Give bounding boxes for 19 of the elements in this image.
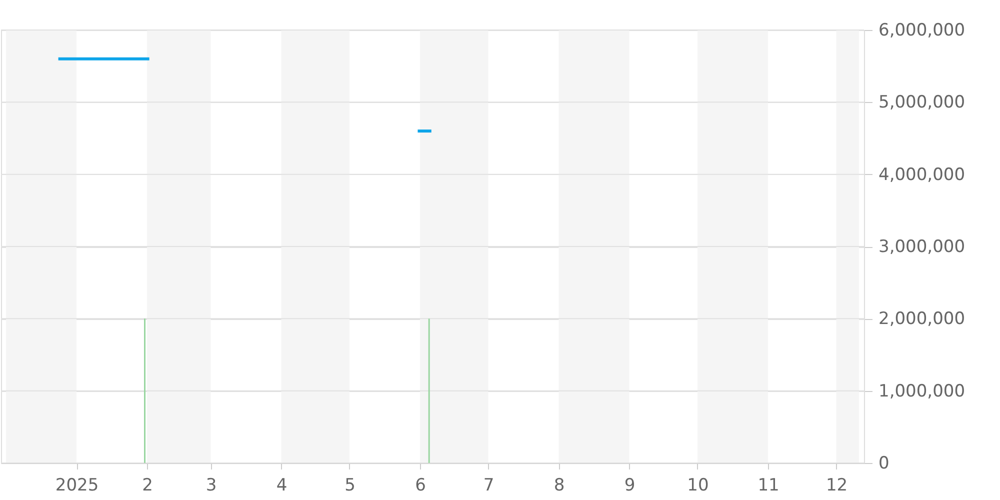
x-tick-label: 6 (415, 476, 426, 496)
x-tick-label: 3 (206, 476, 217, 496)
x-tick-label: 5 (344, 476, 356, 496)
x-tick-label: 2025 (55, 476, 99, 496)
y-tick-label: 1,000,000 (878, 381, 966, 402)
x-tick-label: 9 (624, 476, 636, 496)
x-tick-label: 7 (483, 476, 494, 496)
x-tick-label: 4 (276, 476, 288, 496)
y-tick-label: 5,000,000 (878, 92, 966, 113)
y-tick-label: 0 (878, 454, 890, 474)
x-tick-label: 10 (687, 476, 709, 496)
y-tick-label: 3,000,000 (878, 237, 966, 257)
y-tick-label: 4,000,000 (878, 164, 966, 185)
x-tick-label: 11 (758, 476, 780, 496)
x-tick-label: 8 (554, 476, 565, 496)
x-tick-label: 12 (826, 476, 848, 496)
x-tick-label: 2 (142, 476, 153, 496)
y-tick-label: 6,000,000 (878, 20, 966, 40)
y-tick-label: 2,000,000 (878, 309, 966, 330)
